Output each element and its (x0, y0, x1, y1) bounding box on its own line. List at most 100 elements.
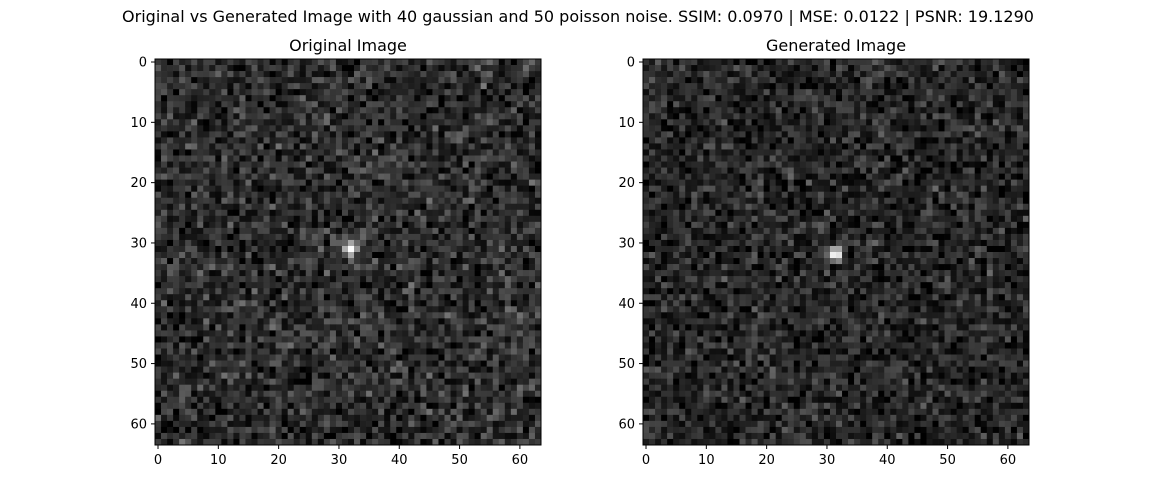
pixel (384, 282, 391, 289)
pixel (444, 185, 451, 193)
pixel (311, 167, 319, 174)
pixel (932, 71, 939, 78)
pixel (420, 137, 427, 144)
pixel (727, 125, 734, 132)
pixel (263, 354, 270, 361)
pixel (667, 95, 674, 102)
pixel (480, 221, 488, 229)
pixel (733, 89, 740, 96)
pixel (426, 288, 433, 295)
pixel (817, 101, 825, 108)
pixel (998, 131, 1006, 138)
pixel (293, 155, 301, 162)
pixel (233, 203, 240, 211)
pixel (335, 161, 343, 168)
pixel (432, 300, 439, 307)
pixel (251, 113, 258, 120)
pixel (498, 167, 506, 174)
pixel (528, 432, 536, 440)
pixel (456, 65, 463, 72)
pixel (739, 59, 746, 66)
pixel (161, 402, 168, 410)
pixel (492, 221, 500, 229)
pixel (275, 167, 283, 174)
pixel (480, 264, 488, 271)
pixel (751, 101, 758, 108)
pixel (480, 179, 488, 187)
pixel (311, 233, 319, 241)
pixel (793, 83, 801, 90)
pixel (287, 408, 295, 416)
pixel (414, 420, 421, 428)
pixel (486, 65, 494, 72)
pixel (492, 119, 500, 126)
pixel (402, 137, 409, 144)
pixel (299, 59, 307, 66)
pixel (239, 342, 246, 349)
pixel (329, 77, 337, 84)
pixel (956, 65, 964, 72)
pixel (799, 65, 807, 72)
pixel (504, 264, 512, 271)
pixel (444, 77, 451, 84)
pixel (245, 348, 252, 355)
pixel (245, 131, 252, 138)
pixel (402, 354, 409, 361)
pixel (203, 318, 210, 325)
pixel (305, 318, 313, 325)
y-tick-label: 50 (130, 357, 147, 372)
pixel (474, 167, 482, 174)
pixel (781, 77, 789, 84)
pixel (462, 233, 469, 241)
pixel (498, 258, 506, 265)
pixel (432, 414, 439, 422)
pixel (348, 300, 355, 307)
pixel (311, 330, 319, 337)
pixel (173, 420, 180, 428)
pixel (534, 306, 542, 313)
pixel (329, 83, 337, 90)
pixel (215, 396, 222, 404)
pixel (233, 161, 240, 168)
pixel (474, 197, 482, 205)
pixel (522, 179, 530, 187)
pixel (354, 276, 361, 283)
pixel (311, 131, 319, 138)
pixel (251, 384, 258, 392)
pixel (938, 131, 945, 138)
pixel (504, 252, 512, 259)
pixel (438, 372, 445, 380)
pixel (715, 131, 722, 138)
pixel (848, 65, 855, 72)
pixel (516, 107, 524, 114)
pixel (287, 324, 295, 331)
pixel (462, 426, 469, 434)
pixel (227, 209, 234, 217)
pixel (197, 402, 204, 410)
pixel (155, 221, 162, 229)
pixel (992, 59, 1000, 66)
pixel (257, 318, 264, 325)
pixel (239, 258, 246, 265)
pixel (817, 77, 825, 84)
pixel (317, 239, 325, 247)
pixel (287, 270, 295, 277)
pixel (209, 378, 216, 386)
pixel (516, 137, 524, 144)
pixel (384, 318, 391, 325)
pixel (245, 137, 252, 144)
pixel (275, 396, 283, 404)
pixel (498, 408, 506, 416)
pixel (155, 252, 162, 259)
pixel (335, 318, 343, 325)
pixel (354, 173, 361, 180)
pixel (510, 197, 518, 205)
pixel (366, 101, 373, 108)
pixel (372, 414, 379, 422)
pixel (311, 143, 319, 150)
pixel (414, 282, 421, 289)
pixel (763, 125, 771, 132)
pixel (1010, 77, 1018, 84)
pixel (866, 77, 873, 84)
